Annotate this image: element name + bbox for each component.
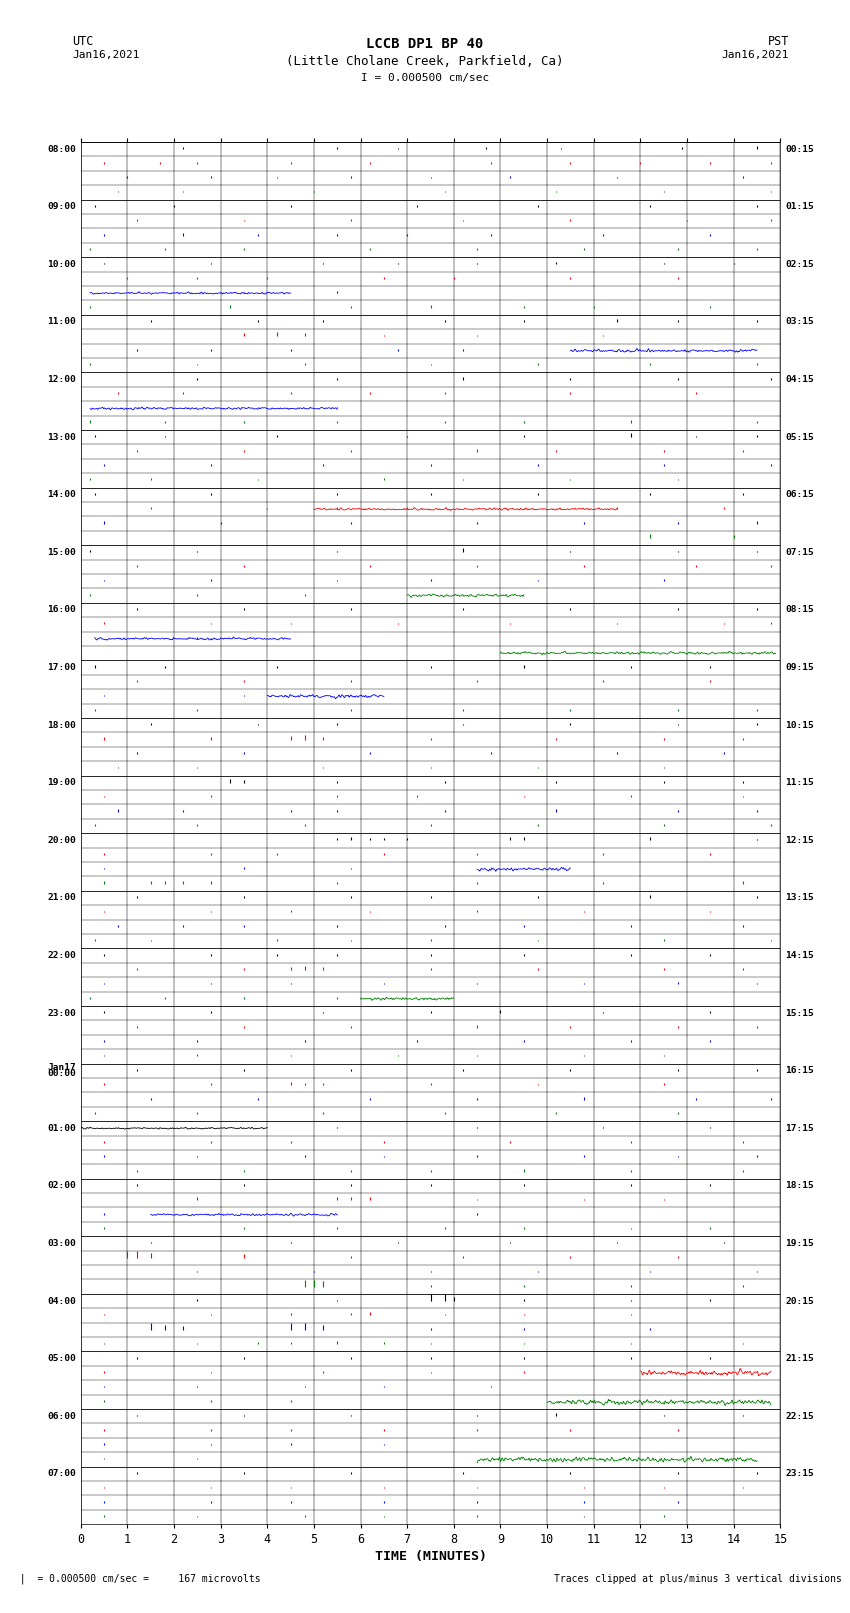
Text: 02:00: 02:00 — [47, 1181, 76, 1190]
Text: (Little Cholane Creek, Parkfield, Ca): (Little Cholane Creek, Parkfield, Ca) — [286, 55, 564, 68]
Text: 09:15: 09:15 — [785, 663, 814, 673]
Text: 10:00: 10:00 — [47, 260, 76, 269]
Text: 23:00: 23:00 — [47, 1008, 76, 1018]
Text: |  = 0.000500 cm/sec =     167 microvolts: | = 0.000500 cm/sec = 167 microvolts — [8, 1573, 261, 1584]
Text: 14:15: 14:15 — [785, 952, 814, 960]
Text: 11:00: 11:00 — [47, 318, 76, 326]
Text: 05:00: 05:00 — [47, 1355, 76, 1363]
Text: 03:15: 03:15 — [785, 318, 814, 326]
Text: Jan17: Jan17 — [47, 1063, 76, 1073]
Text: 00:00: 00:00 — [47, 1069, 76, 1077]
Text: 12:15: 12:15 — [785, 836, 814, 845]
Text: 15:15: 15:15 — [785, 1008, 814, 1018]
Text: 13:00: 13:00 — [47, 432, 76, 442]
Text: 22:15: 22:15 — [785, 1411, 814, 1421]
Text: 02:15: 02:15 — [785, 260, 814, 269]
Text: 13:15: 13:15 — [785, 894, 814, 902]
Text: Traces clipped at plus/minus 3 vertical divisions: Traces clipped at plus/minus 3 vertical … — [553, 1574, 842, 1584]
Text: 16:00: 16:00 — [47, 605, 76, 615]
Text: 04:00: 04:00 — [47, 1297, 76, 1305]
Text: 00:15: 00:15 — [785, 145, 814, 153]
Text: 20:00: 20:00 — [47, 836, 76, 845]
Text: 15:00: 15:00 — [47, 548, 76, 556]
Text: 18:15: 18:15 — [785, 1181, 814, 1190]
Text: 01:15: 01:15 — [785, 202, 814, 211]
Text: 07:00: 07:00 — [47, 1469, 76, 1479]
Text: PST: PST — [768, 35, 789, 48]
Text: 11:15: 11:15 — [785, 777, 814, 787]
Text: LCCB DP1 BP 40: LCCB DP1 BP 40 — [366, 37, 484, 52]
Text: 21:00: 21:00 — [47, 894, 76, 902]
Text: Jan16,2021: Jan16,2021 — [722, 50, 789, 60]
Text: 17:15: 17:15 — [785, 1124, 814, 1132]
Text: 09:00: 09:00 — [47, 202, 76, 211]
Text: 03:00: 03:00 — [47, 1239, 76, 1248]
Text: 14:00: 14:00 — [47, 490, 76, 500]
X-axis label: TIME (MINUTES): TIME (MINUTES) — [375, 1550, 486, 1563]
Text: 08:00: 08:00 — [47, 145, 76, 153]
Text: 08:15: 08:15 — [785, 605, 814, 615]
Text: 19:15: 19:15 — [785, 1239, 814, 1248]
Text: 23:15: 23:15 — [785, 1469, 814, 1479]
Text: 19:00: 19:00 — [47, 777, 76, 787]
Text: 04:15: 04:15 — [785, 376, 814, 384]
Text: 07:15: 07:15 — [785, 548, 814, 556]
Text: 22:00: 22:00 — [47, 952, 76, 960]
Text: 12:00: 12:00 — [47, 376, 76, 384]
Text: I = 0.000500 cm/sec: I = 0.000500 cm/sec — [361, 73, 489, 82]
Text: Jan16,2021: Jan16,2021 — [72, 50, 139, 60]
Text: 10:15: 10:15 — [785, 721, 814, 729]
Text: 18:00: 18:00 — [47, 721, 76, 729]
Text: UTC: UTC — [72, 35, 94, 48]
Text: 16:15: 16:15 — [785, 1066, 814, 1076]
Text: 20:15: 20:15 — [785, 1297, 814, 1305]
Text: 01:00: 01:00 — [47, 1124, 76, 1132]
Text: 06:00: 06:00 — [47, 1411, 76, 1421]
Text: 21:15: 21:15 — [785, 1355, 814, 1363]
Text: 05:15: 05:15 — [785, 432, 814, 442]
Text: 17:00: 17:00 — [47, 663, 76, 673]
Text: 06:15: 06:15 — [785, 490, 814, 500]
